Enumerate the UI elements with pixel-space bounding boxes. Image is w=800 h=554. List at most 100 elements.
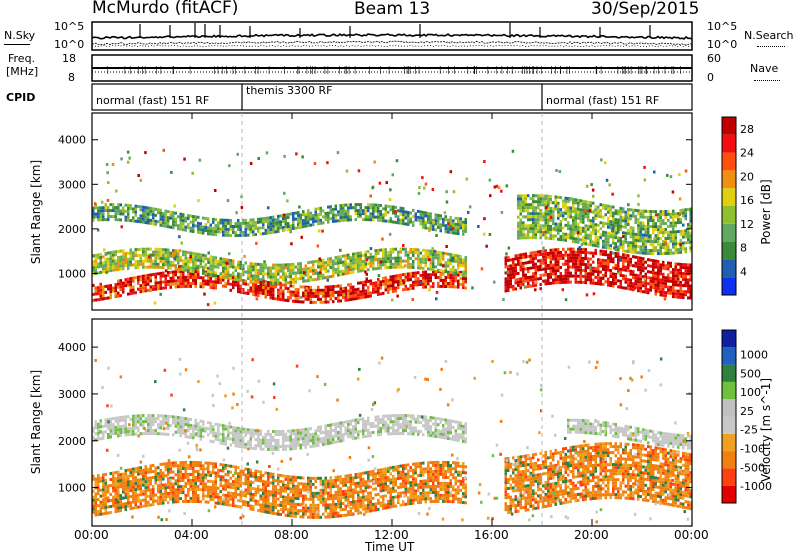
data-cell — [194, 267, 197, 271]
data-cell — [262, 272, 265, 276]
data-cell — [379, 219, 382, 222]
data-cell — [402, 216, 405, 220]
data-cell — [527, 267, 530, 270]
data-cell — [152, 464, 155, 467]
data-cell — [682, 290, 685, 294]
data-cell — [657, 269, 660, 272]
data-cell — [579, 277, 582, 281]
data-cell — [534, 224, 537, 228]
data-cell — [279, 292, 282, 296]
data-cell — [189, 229, 192, 233]
data-cell — [97, 513, 100, 517]
data-cell — [617, 221, 620, 225]
data-cell — [249, 289, 252, 293]
data-cell — [222, 499, 225, 503]
data-cell — [317, 497, 320, 501]
data-cell — [302, 512, 305, 516]
data-cell — [392, 262, 395, 266]
data-cell — [519, 212, 522, 216]
data-cell — [217, 468, 220, 472]
data-cell — [609, 220, 612, 224]
data-cell — [522, 252, 525, 256]
data-cell — [177, 473, 180, 477]
data-cell — [204, 282, 207, 286]
data-cell — [144, 498, 147, 502]
data-cell — [669, 291, 672, 295]
data-cell — [379, 260, 383, 264]
data-cell — [584, 239, 587, 243]
data-cell — [447, 222, 450, 226]
data-cell — [132, 476, 135, 480]
data-cell — [139, 502, 142, 506]
data-cell — [612, 284, 615, 288]
data-cell — [639, 209, 642, 213]
data-cell — [297, 476, 300, 480]
data-cell — [659, 249, 662, 253]
data-cell — [609, 269, 612, 272]
data-cell — [287, 263, 290, 267]
data-cell — [247, 468, 250, 471]
data-cell — [214, 483, 217, 487]
data-cell — [252, 277, 255, 281]
data-cell — [532, 275, 535, 279]
data-cell — [319, 288, 322, 292]
data-cell — [464, 286, 467, 290]
data-cell — [534, 256, 537, 260]
data-cell — [629, 241, 632, 245]
data-cell — [257, 288, 260, 291]
data-cell — [274, 227, 277, 231]
data-cell — [279, 513, 282, 516]
data-cell — [602, 224, 605, 228]
data-cell — [544, 264, 547, 268]
data-cell — [649, 213, 652, 216]
data-cell — [347, 256, 350, 260]
data-cell — [664, 237, 667, 240]
data-cell — [579, 259, 582, 263]
data-cell — [679, 247, 682, 251]
data-cell — [254, 227, 257, 230]
data-cell — [119, 506, 122, 510]
data-cell — [582, 205, 585, 209]
data-cell — [309, 223, 312, 227]
data-cell — [277, 214, 280, 218]
data-cell — [619, 282, 622, 286]
data-cell — [274, 497, 277, 501]
data-cell — [232, 492, 235, 496]
data-cell — [292, 490, 295, 494]
data-cell — [527, 255, 530, 258]
data-cell — [657, 237, 660, 241]
data-cell — [252, 233, 255, 237]
data-cell — [219, 272, 222, 276]
data-cell — [317, 277, 320, 281]
data-cell — [354, 294, 357, 298]
data-cell — [139, 290, 142, 294]
data-cell — [609, 223, 612, 227]
data-cell — [377, 206, 380, 210]
data-cell — [174, 482, 177, 486]
data-cell — [254, 221, 257, 224]
data-cell — [332, 291, 335, 295]
data-cell — [92, 218, 95, 222]
data-cell — [289, 224, 292, 228]
data-cell — [242, 288, 245, 292]
data-cell — [282, 504, 285, 508]
data-cell — [397, 253, 400, 257]
data-cell — [612, 211, 615, 215]
data-cell — [277, 476, 280, 480]
data-cell — [637, 233, 640, 237]
data-cell — [304, 212, 307, 216]
data-cell — [689, 225, 692, 229]
data-cell — [264, 501, 267, 505]
data-cell — [639, 248, 642, 252]
data-cell — [257, 294, 260, 297]
data-cell — [637, 224, 640, 228]
data-cell — [192, 466, 195, 470]
data-cell — [137, 205, 140, 208]
data-cell — [459, 282, 462, 286]
data-cell — [192, 221, 195, 224]
data-cell — [609, 254, 612, 257]
data-cell — [374, 287, 377, 291]
data-cell — [567, 277, 570, 281]
data-cell — [364, 270, 367, 274]
data-cell — [349, 262, 352, 266]
